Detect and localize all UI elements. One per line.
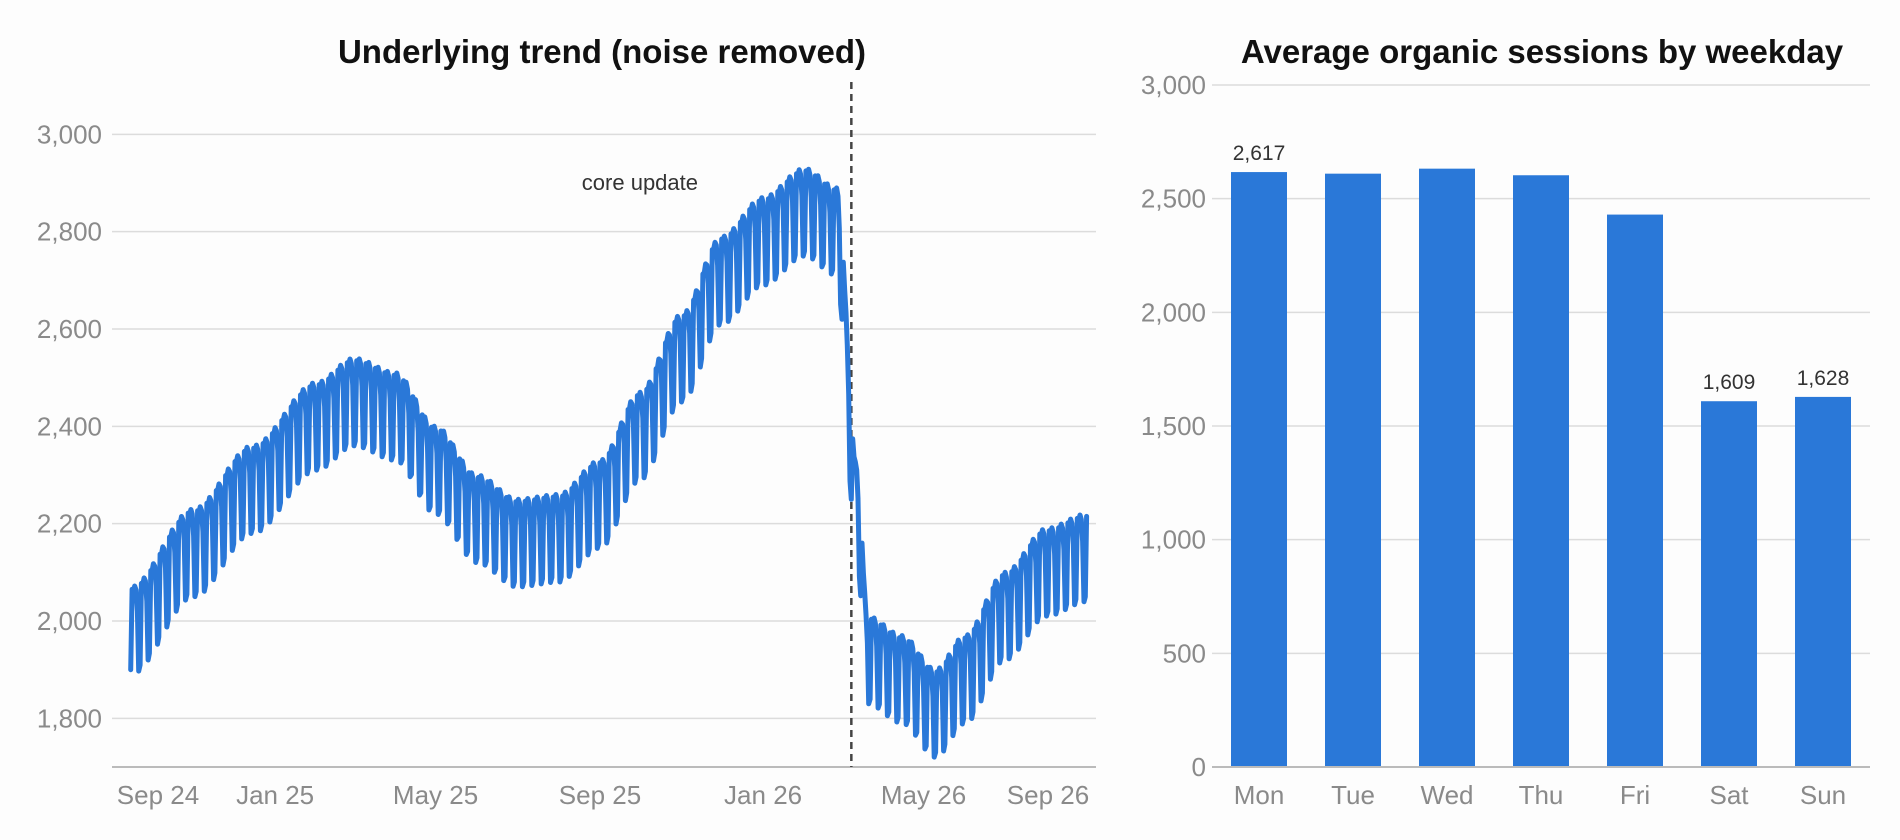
line-x-tick-label: Jan 26 (724, 780, 802, 810)
bar-y-tick-label: 500 (1163, 638, 1206, 668)
line-y-tick-label: 3,000 (37, 119, 102, 149)
bar-x-tick-label-tue: Tue (1331, 780, 1375, 810)
bar-y-tick-label: 0 (1192, 752, 1206, 782)
line-chart-y-axis: 1,800 2,000 2,200 2,400 2,600 2,800 3,000 (37, 119, 102, 733)
bar-chart-data-labels: 2,617 1,609 1,628 (1233, 142, 1850, 394)
bar-x-tick-label-wed: Wed (1421, 780, 1474, 810)
bar-data-label-mon: 2,617 (1233, 142, 1286, 165)
bar-y-tick-label: 2,000 (1141, 297, 1206, 327)
trend-line-series (128, 166, 1090, 760)
bar-chart-title: Average organic sessions by weekday (1241, 33, 1844, 70)
core-update-annotation: core update (582, 170, 698, 195)
bar-mon (1231, 172, 1287, 767)
line-x-tick-label: May 26 (881, 780, 966, 810)
bar-chart-bars (1231, 168, 1851, 767)
bar-thu (1513, 175, 1569, 767)
line-y-tick-label: 2,000 (37, 606, 102, 636)
line-x-tick-label: May 25 (393, 780, 478, 810)
line-y-tick-label: 2,800 (37, 217, 102, 247)
line-y-tick-label: 2,400 (37, 411, 102, 441)
line-y-tick-label: 1,800 (37, 703, 102, 733)
bar-x-tick-label-thu: Thu (1519, 780, 1564, 810)
line-chart-gridlines (112, 133, 1096, 720)
line-x-tick-label: Jan 25 (236, 780, 314, 810)
bar-x-tick-label-mon: Mon (1234, 780, 1285, 810)
bar-y-tick-label: 1,000 (1141, 525, 1206, 555)
line-chart: 1,800 2,000 2,200 2,400 2,600 2,800 3,000 Sep … (37, 33, 1096, 810)
bar-sun (1795, 396, 1851, 767)
bar-data-label-sat: 1,609 (1703, 371, 1756, 394)
bar-y-tick-label: 2,500 (1141, 184, 1206, 214)
bar-x-tick-label-sat: Sat (1709, 780, 1749, 810)
line-y-tick-label: 2,200 (37, 509, 102, 539)
bar-tue (1325, 173, 1381, 767)
bar-data-label-sun: 1,628 (1797, 367, 1850, 390)
line-chart-x-axis: Sep 24 Jan 25 May 25 Sep 25 Jan 26 May 26 Sep … (117, 780, 1089, 810)
bar-x-tick-label-sun: Sun (1800, 780, 1846, 810)
line-x-tick-label: Sep 26 (1007, 780, 1089, 810)
line-y-tick-label: 2,600 (37, 314, 102, 344)
bar-fri (1607, 214, 1663, 767)
bar-wed (1419, 168, 1475, 767)
bar-sat (1701, 401, 1757, 767)
bar-chart-y-axis: 0 500 1,000 1,500 2,000 2,500 3,000 (1141, 70, 1206, 782)
bar-chart-x-axis: Mon Tue Wed Thu Fri Sat Sun (1234, 780, 1846, 810)
line-x-tick-label: Sep 25 (559, 780, 641, 810)
line-chart-title: Underlying trend (noise removed) (338, 33, 866, 70)
bar-y-tick-label: 1,500 (1141, 411, 1206, 441)
line-x-tick-label: Sep 24 (117, 780, 199, 810)
bar-y-tick-label: 3,000 (1141, 70, 1206, 100)
bar-x-tick-label-fri: Fri (1620, 780, 1650, 810)
bar-chart: 0 500 1,000 1,500 2,000 2,500 3,000 2,617 1,609… (1141, 33, 1870, 810)
